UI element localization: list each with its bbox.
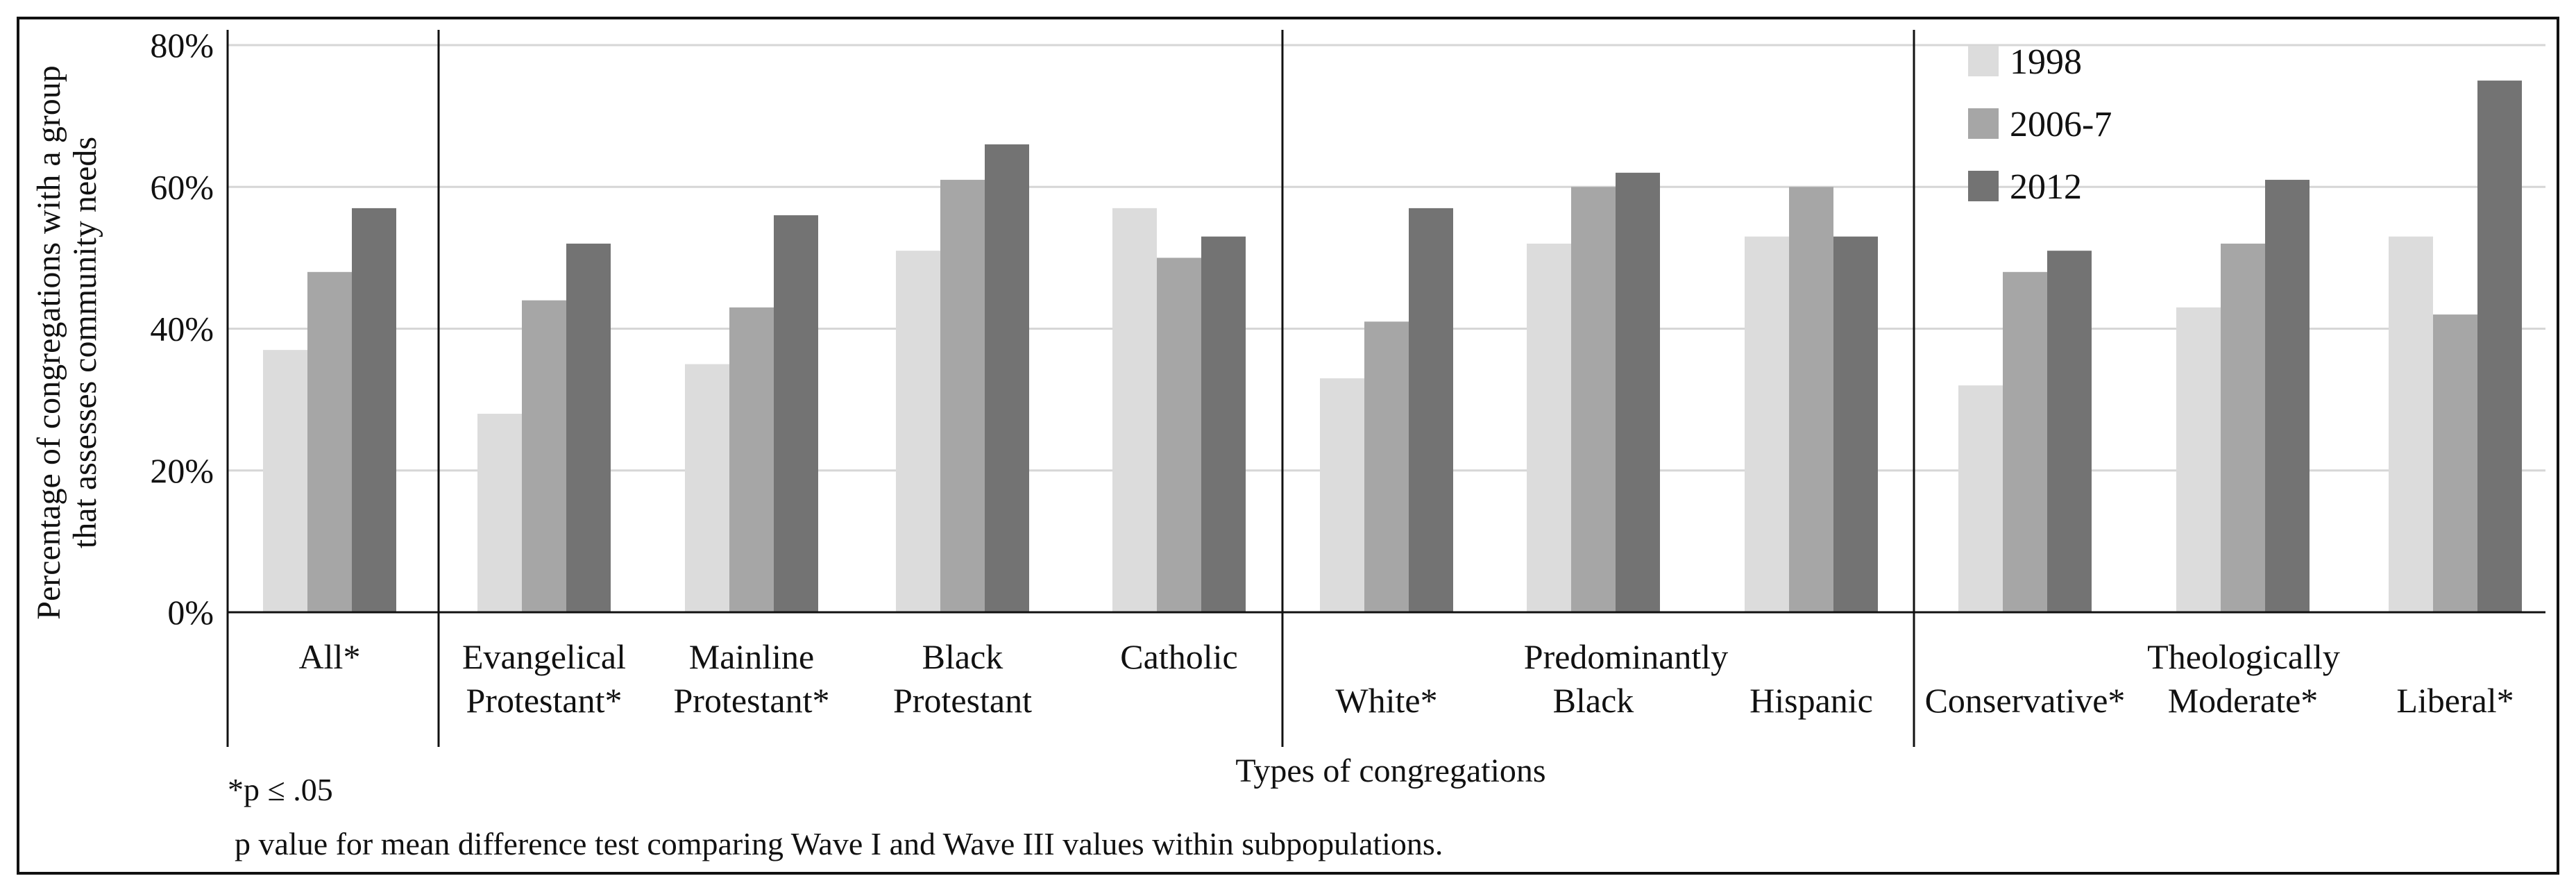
- bar-2012: [566, 243, 611, 612]
- category-label: White*: [1335, 681, 1437, 720]
- section-label: Predominantly: [1524, 637, 1728, 676]
- bar-1998: [1958, 385, 2003, 612]
- category-label: All*: [299, 637, 361, 676]
- bar-2012: [1201, 236, 1246, 612]
- bar-2006-7: [1157, 258, 1201, 612]
- y-axis-title: Percentage of congregations with a group: [31, 65, 67, 619]
- bar-1998: [1745, 236, 1789, 612]
- legend-swatch: [1968, 108, 1999, 139]
- category-label: Protestant: [893, 681, 1032, 720]
- bar-1998: [1320, 378, 1364, 612]
- legend-swatch: [1968, 46, 1999, 76]
- bar-2006-7: [940, 180, 985, 613]
- y-tick-label: 80%: [150, 26, 214, 65]
- bar-2006-7: [1571, 187, 1616, 612]
- significance-note: *p ≤ .05: [228, 772, 333, 807]
- category-label: Mainline: [689, 637, 815, 676]
- legend-label: 2012: [2010, 167, 2082, 207]
- legend-label: 1998: [2010, 42, 2082, 82]
- bar-1998: [685, 364, 729, 612]
- bar-2012: [1409, 208, 1453, 612]
- bar-2012: [1833, 236, 1878, 612]
- x-axis-title: Types of congregations: [1235, 752, 1545, 789]
- category-label: Moderate*: [2168, 681, 2319, 720]
- bar-1998: [1112, 208, 1157, 612]
- bar-1998: [2176, 307, 2221, 612]
- chart-frame: 0% 20% 40% 60% 80% Percentage of congregation…: [17, 17, 2559, 875]
- y-tick-label: 60%: [150, 167, 214, 206]
- y-tick-label: 40%: [150, 310, 214, 348]
- y-axis-title: that assesses community needs: [67, 137, 103, 548]
- bar-2006-7: [1364, 321, 1409, 612]
- bar-1998: [1527, 243, 1571, 612]
- p-value-note: p value for mean difference test compari…: [235, 826, 1443, 861]
- bar-2012: [774, 215, 818, 613]
- bar-2006-7: [2433, 314, 2477, 612]
- bar-2012: [1616, 172, 1660, 612]
- y-tick-label: 0%: [167, 593, 214, 632]
- bar-2012: [2265, 180, 2310, 613]
- bar-2012: [352, 208, 396, 612]
- bar-chart: 0% 20% 40% 60% 80% Percentage of congregation…: [31, 26, 2545, 861]
- bar-2006-7: [2003, 271, 2047, 612]
- bar-1998: [263, 350, 307, 612]
- category-label: Hispanic: [1749, 681, 1873, 720]
- section-label: Theologically: [2147, 637, 2340, 676]
- bar-2006-7: [2221, 243, 2265, 612]
- category-label: Evangelical: [462, 637, 626, 676]
- bar-2012: [985, 144, 1029, 613]
- legend-label: 2006-7: [2010, 105, 2112, 144]
- category-label: Black: [1553, 681, 1634, 720]
- category-label: Liberal*: [2396, 681, 2514, 720]
- bar-2006-7: [522, 300, 566, 612]
- bar-1998: [896, 251, 940, 613]
- category-label: Catholic: [1120, 637, 1237, 676]
- bar-2012: [2477, 81, 2522, 612]
- bar-2006-7: [307, 271, 352, 612]
- bar-2006-7: [729, 307, 774, 612]
- bar-1998: [477, 414, 522, 612]
- y-tick-label: 20%: [150, 451, 214, 490]
- bar-2006-7: [1789, 187, 1833, 612]
- category-label: Protestant*: [466, 681, 622, 720]
- category-label: Protestant*: [674, 681, 830, 720]
- bar-2012: [2047, 251, 2092, 613]
- legend-swatch: [1968, 171, 1999, 201]
- bar-1998: [2389, 236, 2433, 612]
- category-label: Conservative*: [1925, 681, 2126, 720]
- category-label: Black: [922, 637, 1003, 676]
